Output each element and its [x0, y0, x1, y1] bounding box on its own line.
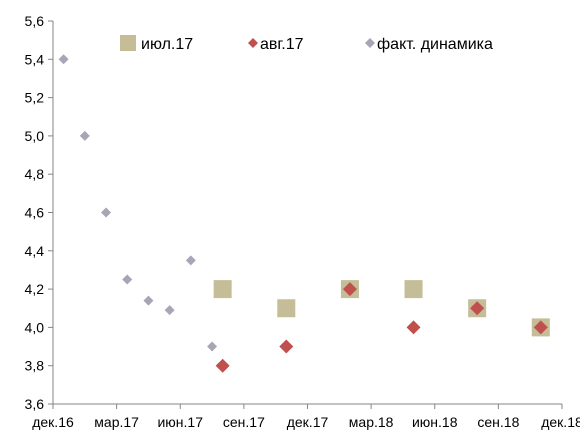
data-point — [79, 130, 90, 141]
data-point — [164, 305, 175, 316]
legend-label: авг.17 — [260, 36, 304, 53]
x-tick-label: сен.17 — [223, 414, 265, 430]
y-tick-label: 4,8 — [25, 166, 45, 182]
data-point — [143, 295, 154, 306]
legend-marker — [120, 35, 136, 51]
data-point — [58, 54, 69, 65]
tick-labels: 3,6 3,8 4,0 4,2 4,4 4,6 4,8 5,0 5,2 5,4 5,6 дек.16 м… — [25, 13, 580, 430]
data-point — [215, 358, 230, 373]
legend-marker — [248, 38, 258, 48]
axes — [48, 20, 563, 409]
data-point — [406, 320, 421, 335]
data-point — [207, 341, 218, 352]
legend-label: факт. динамика — [377, 36, 493, 53]
legend: июл.17 авг.17 факт. динамика — [120, 35, 493, 53]
data-point — [277, 299, 296, 318]
data-point — [404, 280, 423, 299]
x-tick-label: дек.16 — [32, 414, 74, 430]
x-tick-label: мар.18 — [349, 414, 394, 430]
x-tick-label: июн.17 — [157, 414, 203, 430]
y-tick-label: 4,2 — [25, 281, 45, 297]
y-tick-label: 3,6 — [25, 396, 45, 412]
y-tick-label: 5,2 — [25, 90, 45, 106]
x-tick-label: сен.18 — [477, 414, 519, 430]
y-tick-label: 5,4 — [25, 51, 45, 67]
x-tick-label: мар.17 — [94, 414, 139, 430]
data-point — [342, 282, 357, 297]
y-tick-label: 5,6 — [25, 13, 45, 29]
data-point — [213, 280, 232, 299]
y-tick-label: 4,4 — [25, 243, 45, 259]
legend-marker — [365, 38, 375, 48]
y-tick-label: 3,8 — [25, 358, 45, 374]
data-point — [279, 339, 294, 354]
data-point — [101, 207, 112, 218]
x-tick-label: июн.18 — [412, 414, 458, 430]
legend-label: июл.17 — [141, 36, 193, 53]
y-tick-label: 4,0 — [25, 319, 45, 335]
data-points — [58, 54, 550, 373]
data-point — [533, 320, 548, 335]
y-tick-label: 5,0 — [25, 128, 45, 144]
data-point — [122, 274, 133, 285]
x-tick-label: дек.17 — [287, 414, 329, 430]
data-point — [470, 301, 485, 316]
data-point — [185, 255, 196, 266]
y-tick-label: 4,6 — [25, 205, 45, 221]
x-tick-label: дек.18 — [541, 414, 580, 430]
